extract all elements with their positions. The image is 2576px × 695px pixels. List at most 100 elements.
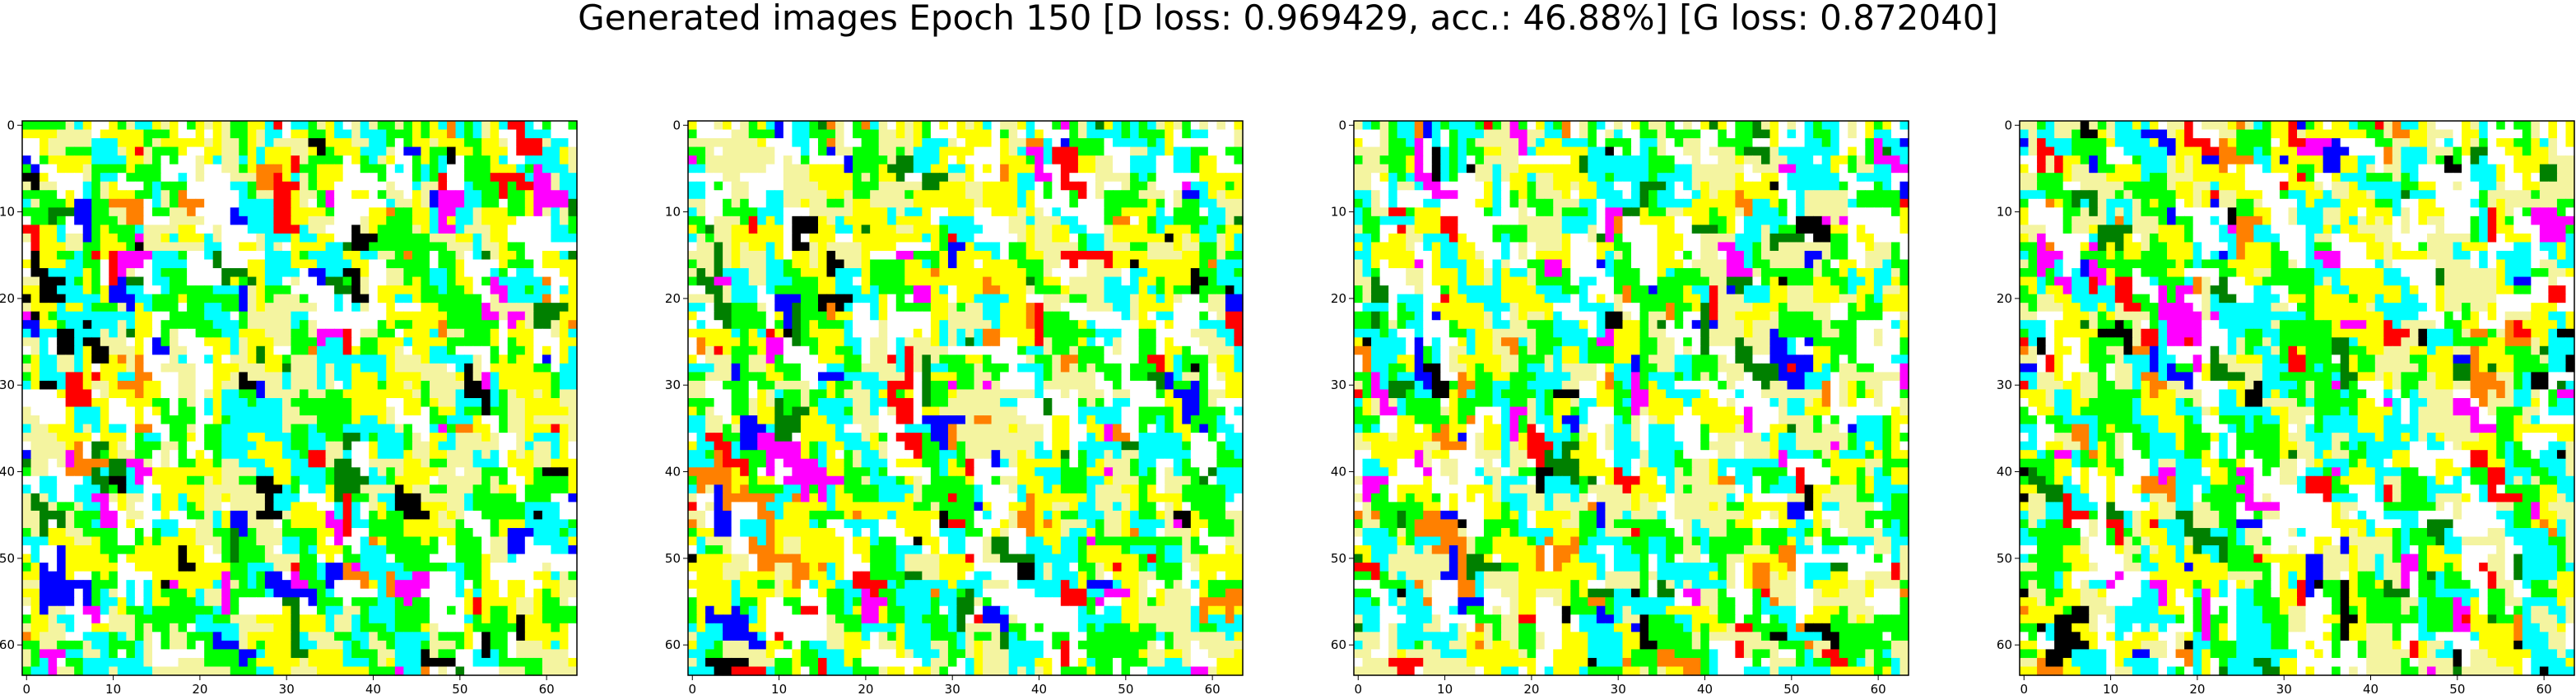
pixel	[325, 129, 335, 139]
pixel	[524, 276, 534, 286]
pixel	[913, 164, 923, 174]
pixel	[740, 164, 750, 174]
pixel	[844, 190, 853, 200]
pixel	[74, 398, 84, 408]
pixel	[187, 380, 197, 391]
pixel	[1121, 190, 1131, 200]
pixel	[455, 450, 465, 460]
pixel	[325, 372, 335, 382]
pixel	[308, 181, 318, 191]
pixel	[533, 181, 543, 191]
pixel	[438, 242, 448, 252]
pixel	[360, 441, 370, 451]
pixel	[308, 398, 318, 408]
pixel	[204, 406, 214, 416]
pixel	[559, 311, 570, 321]
pixel	[542, 380, 552, 391]
pixel	[438, 372, 448, 382]
pixel	[1060, 146, 1070, 156]
pixel	[542, 580, 552, 590]
pixel	[551, 320, 560, 330]
pixel	[360, 268, 370, 278]
pixel	[429, 268, 439, 278]
pixel	[360, 605, 370, 615]
pixel	[325, 250, 335, 261]
pixel	[369, 337, 379, 347]
pixel	[1182, 198, 1192, 208]
pixel	[57, 389, 67, 399]
pixel	[887, 198, 897, 208]
pixel	[447, 215, 457, 225]
pixel	[239, 605, 249, 615]
pixel	[40, 380, 49, 391]
pixel	[377, 614, 387, 624]
pixel	[438, 632, 448, 642]
pixel	[524, 623, 534, 632]
pixel	[516, 121, 526, 131]
pixel	[438, 502, 448, 512]
pixel	[134, 129, 145, 139]
pixel	[1173, 164, 1183, 174]
pixel	[533, 441, 543, 451]
pixel	[221, 563, 231, 572]
pixel	[1086, 164, 1096, 174]
pixel	[230, 155, 239, 165]
pixel	[65, 345, 75, 355]
pixel	[429, 632, 439, 642]
pixel	[800, 181, 811, 191]
pixel	[57, 215, 67, 225]
pixel	[533, 502, 543, 512]
pixel	[342, 190, 352, 200]
pixel	[117, 285, 127, 295]
pixel	[748, 181, 758, 191]
pixel	[524, 138, 534, 148]
pixel	[160, 173, 170, 183]
pixel	[109, 649, 119, 659]
pixel	[40, 276, 49, 286]
pixel	[792, 164, 802, 174]
pixel	[256, 146, 266, 156]
pixel	[499, 250, 509, 261]
pixel	[351, 657, 361, 668]
pixel	[247, 311, 257, 321]
pixel	[472, 484, 482, 494]
pixel	[317, 614, 327, 624]
pixel	[748, 198, 758, 208]
pixel	[1207, 215, 1218, 225]
pixel	[256, 363, 266, 373]
pixel	[765, 146, 775, 156]
pixel	[40, 623, 49, 632]
pixel	[878, 181, 888, 191]
pixel	[48, 146, 58, 156]
pixel	[91, 510, 101, 521]
pixel	[82, 121, 92, 131]
pixel	[178, 129, 188, 139]
pixel	[472, 181, 482, 191]
pixel	[48, 563, 58, 572]
pixel	[82, 666, 92, 676]
pixel	[403, 242, 413, 252]
pixel	[82, 303, 92, 313]
pixel	[826, 225, 836, 234]
pixel	[1199, 138, 1209, 148]
pixel	[178, 363, 188, 373]
pixel	[481, 121, 491, 131]
pixel	[386, 354, 396, 364]
pixel	[853, 181, 863, 191]
pixel	[74, 372, 84, 382]
pixel	[965, 190, 975, 200]
pixel	[74, 415, 84, 425]
pixel	[1225, 146, 1235, 156]
pixel	[507, 475, 517, 485]
pixel	[170, 536, 179, 546]
pixel	[143, 129, 153, 139]
pixel	[499, 129, 509, 139]
pixel	[688, 181, 698, 191]
pixel	[922, 233, 932, 243]
pixel	[151, 484, 162, 494]
pixel	[1086, 121, 1096, 131]
pixel	[835, 181, 845, 191]
pixel	[57, 311, 67, 321]
pixel	[221, 233, 231, 243]
pixel	[516, 536, 526, 546]
